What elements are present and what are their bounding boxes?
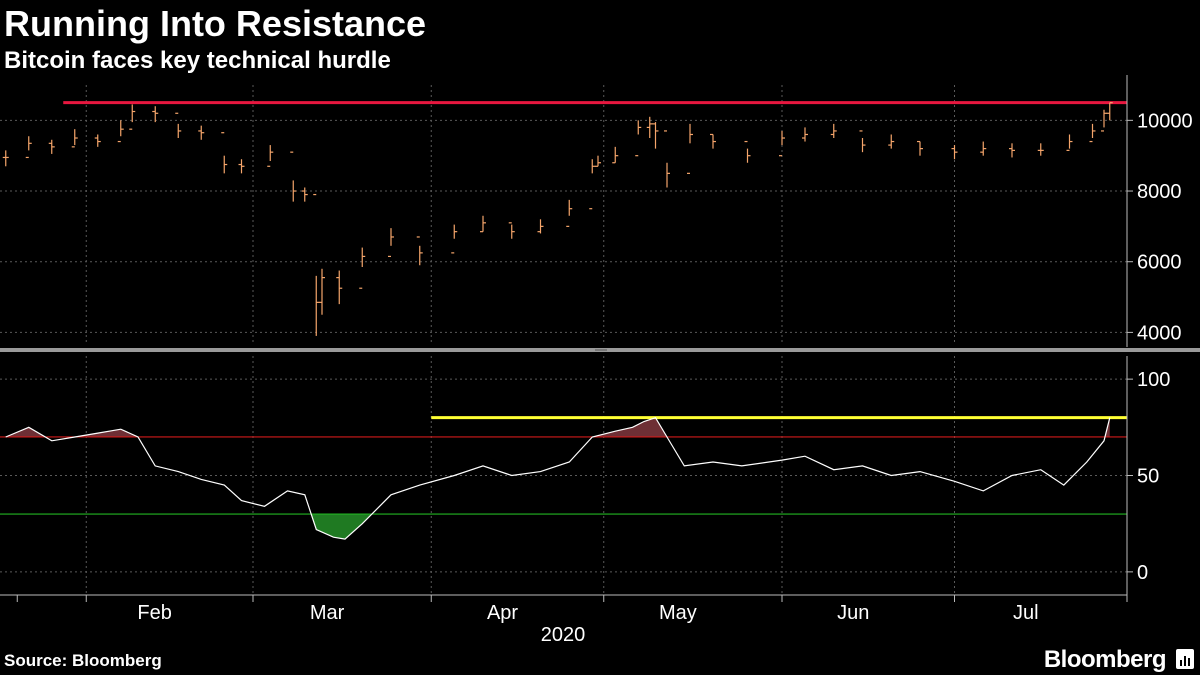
ohlc-bar xyxy=(1089,123,1096,143)
rsi-line-group xyxy=(5,416,1111,540)
ohlc-bar xyxy=(48,139,55,154)
rsi-tick-label: 50 xyxy=(1137,466,1159,488)
ohlc-bar xyxy=(779,130,785,157)
rsi-tick-label: 100 xyxy=(1137,369,1170,391)
ohlc-bar xyxy=(175,112,182,139)
overbought-area xyxy=(5,417,1110,437)
ohlc-bar xyxy=(589,159,596,210)
ohlc-bar xyxy=(480,215,486,233)
month-label: Feb xyxy=(137,602,171,624)
ohlc-bar xyxy=(1009,143,1015,158)
price-tick-label: 8000 xyxy=(1137,181,1182,203)
ohlc-bar xyxy=(802,127,808,142)
month-label: May xyxy=(659,602,697,624)
price-tick-label: 4000 xyxy=(1137,322,1182,344)
ohlc-bar xyxy=(25,136,32,159)
ohlc-bar xyxy=(238,159,245,174)
year-label: 2020 xyxy=(541,624,586,646)
ohlc-bar xyxy=(652,122,659,149)
ohlc-bar xyxy=(129,104,136,130)
ohlc-bar xyxy=(744,140,751,163)
ohlc-bar xyxy=(319,268,325,315)
ohlc-bar xyxy=(1106,102,1113,121)
rsi-fill-areas xyxy=(5,417,1110,540)
ohlc-bar xyxy=(451,224,458,254)
axes xyxy=(0,75,1200,602)
ohlc-bar xyxy=(416,236,423,266)
ohlc-bar xyxy=(2,150,9,167)
ohlc-bar xyxy=(537,219,544,234)
ohlc-bar xyxy=(687,123,693,174)
month-label: Jul xyxy=(1013,602,1039,624)
ohlc-bar xyxy=(1037,143,1044,156)
ohlc-bar xyxy=(1066,134,1073,151)
ohlc-bar xyxy=(980,141,987,156)
ohlc-bar xyxy=(221,132,228,174)
ohlc-bar xyxy=(94,134,101,147)
ohlc-bar xyxy=(664,130,670,188)
ohlc-bar xyxy=(710,133,716,149)
ohlc-bar xyxy=(635,120,642,157)
ohlc-bar xyxy=(566,199,573,227)
bloomberg-terminal-icon xyxy=(1176,649,1194,669)
ohlc-bar xyxy=(888,134,895,149)
oversold-area xyxy=(311,514,372,540)
rsi-tick-label: 0 xyxy=(1137,562,1148,584)
price-tick-label: 10000 xyxy=(1137,110,1193,132)
ohlc-bar xyxy=(595,155,601,167)
ohlc-bar xyxy=(359,247,366,289)
ohlc-bar xyxy=(301,187,308,202)
ohlc-bar xyxy=(336,270,343,305)
ohlc-bar xyxy=(646,116,653,139)
axis-labels: 4000 6000 8000 10000 0 50 100 Feb Mar Apr May Jun Ju… xyxy=(137,110,1192,646)
source-note: Source: Bloomberg xyxy=(4,651,162,670)
ohlc-bar xyxy=(313,193,320,336)
grid-lines xyxy=(0,85,1128,595)
chart-subtitle: Bitcoin faces key technical hurdle xyxy=(4,47,391,74)
ohlc-bar xyxy=(152,106,159,123)
brand-wordmark: Bloomberg xyxy=(1043,646,1167,673)
ohlc-bar xyxy=(917,140,923,156)
ohlc-bar xyxy=(290,151,297,202)
month-label: Jun xyxy=(837,602,869,624)
ohlc-bar xyxy=(117,120,124,143)
ohlc-bar xyxy=(830,123,837,139)
ohlc-bar xyxy=(951,145,958,160)
ohlc-bar xyxy=(508,222,515,239)
ohlc-bar xyxy=(71,129,78,148)
chart-title: Running Into Resistance xyxy=(4,3,427,44)
rsi-line xyxy=(5,416,1111,540)
ohlc-bar xyxy=(859,130,866,153)
month-label: Apr xyxy=(487,602,518,624)
ohlc-bar xyxy=(612,146,619,164)
month-label: Mar xyxy=(310,602,345,624)
ohlc-bar xyxy=(198,125,205,140)
ohlc-bar xyxy=(267,145,274,167)
ohlc-bar xyxy=(388,228,394,258)
ohlc-bar xyxy=(1101,109,1107,132)
price-bars xyxy=(2,102,1113,336)
price-tick-label: 6000 xyxy=(1137,252,1182,274)
reference-lines xyxy=(0,101,1127,515)
